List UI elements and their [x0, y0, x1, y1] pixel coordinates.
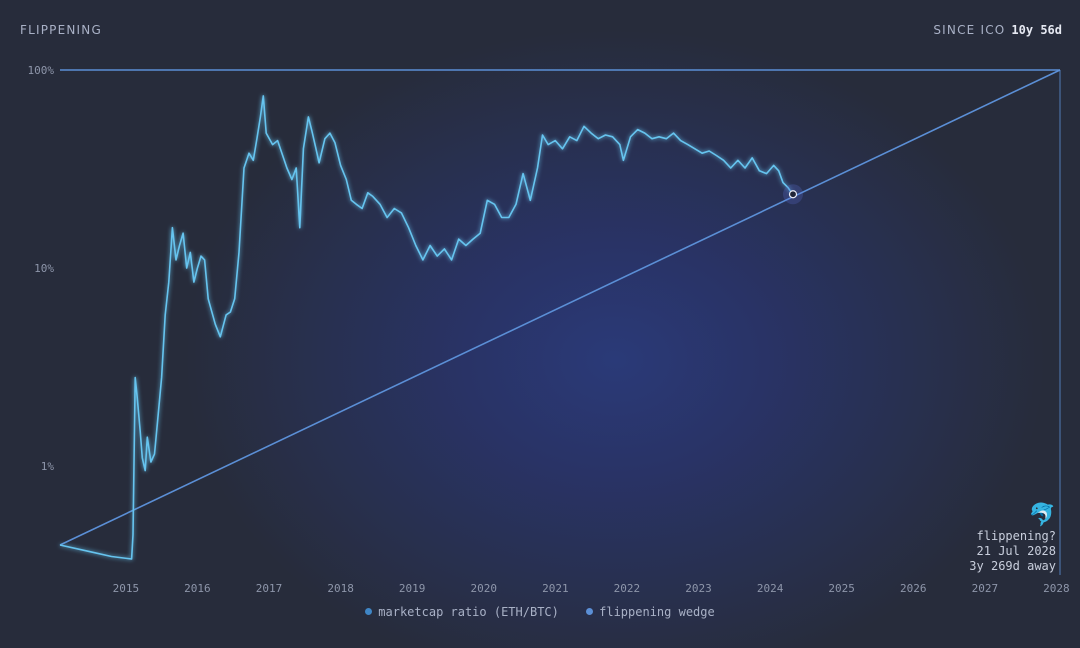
dolphin-icon: 🐬: [1028, 503, 1056, 528]
x-tick-label: 2016: [184, 582, 211, 595]
flippening-date: 21 Jul 2028: [976, 544, 1056, 558]
y-tick-label: 10%: [34, 262, 54, 275]
flippening-estimate: 🐬 flippening? 21 Jul 2028 3y 269d away: [969, 503, 1056, 574]
current-marker-dot: [788, 190, 798, 199]
x-tick-label: 2019: [399, 582, 426, 595]
legend-item-wedge[interactable]: flippening wedge: [586, 605, 715, 619]
y-tick-label: 1%: [41, 460, 55, 473]
x-tick-label: 2025: [828, 582, 855, 595]
x-tick-label: 2015: [113, 582, 140, 595]
x-tick-label: 2028: [1043, 582, 1070, 595]
x-tick-label: 2022: [614, 582, 641, 595]
since-ico-readout: SINCE ICO 10y 56d: [933, 23, 1062, 37]
legend-dot-ratio: [365, 608, 373, 615]
wedge-diagonal-line: [59, 69, 1061, 546]
legend-dot-wedge: [586, 608, 594, 615]
flippening-question: flippening?: [976, 529, 1056, 543]
x-tick-label: 2017: [256, 582, 283, 595]
x-tick-label: 2018: [327, 582, 354, 595]
x-tick-label: 2021: [542, 582, 569, 595]
x-tick-label: 2023: [685, 582, 712, 595]
x-tick-label: 2026: [900, 582, 927, 595]
x-tick-label: 2027: [972, 582, 999, 595]
ratio-series-line: [59, 95, 793, 560]
since-duration: 10y 56d: [1011, 23, 1062, 37]
x-tick-label: 2024: [757, 582, 784, 595]
chart-legend: marketcap ratio (ETH/BTC) flippening wed…: [0, 605, 1080, 619]
flippening-away: 3y 269d away: [969, 559, 1056, 573]
chart-title: FLIPPENING: [20, 23, 102, 37]
legend-label-wedge: flippening wedge: [599, 605, 715, 619]
since-label: SINCE ICO: [933, 23, 1006, 37]
legend-label-ratio: marketcap ratio (ETH/BTC): [378, 605, 559, 619]
y-tick-label: 100%: [28, 64, 55, 77]
x-tick-label: 2020: [471, 582, 498, 595]
legend-item-ratio[interactable]: marketcap ratio (ETH/BTC): [365, 605, 559, 619]
